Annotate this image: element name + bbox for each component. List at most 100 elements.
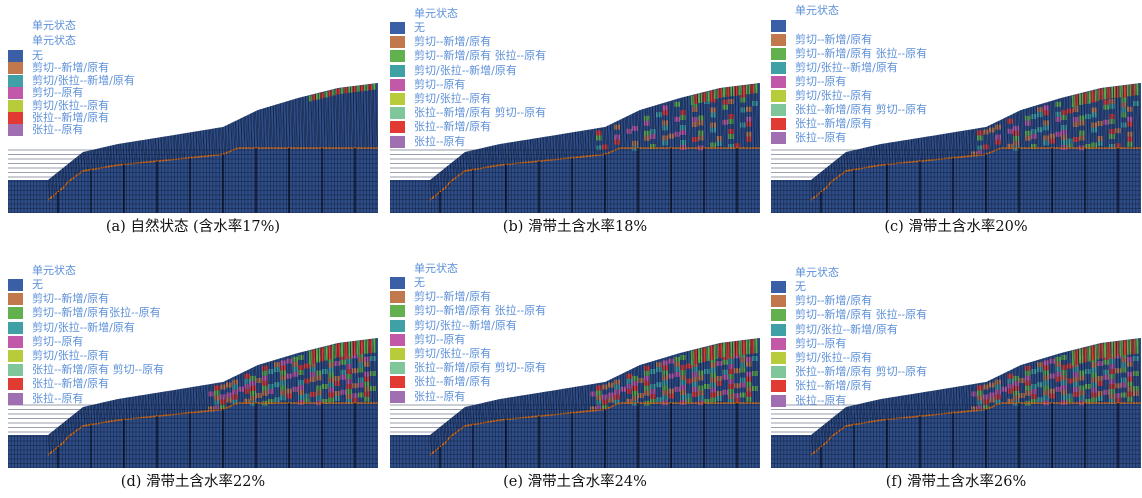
legend-item: 剪切--新增/原有 bbox=[390, 290, 620, 304]
legend-swatch bbox=[771, 380, 786, 393]
legend-item: 张拉--原有 bbox=[8, 392, 238, 405]
panel-caption: (e) 滑带土含水率24% bbox=[503, 474, 647, 490]
legend-item: 剪切--新增/原有 张拉--原有 bbox=[390, 50, 620, 63]
legend-title: 单元状态 bbox=[32, 19, 76, 32]
legend-title: 单元状态 bbox=[795, 4, 839, 17]
legend-item: 剪切--新增/原有 bbox=[390, 36, 620, 49]
legend-item: 无 bbox=[390, 22, 620, 34]
legend-label: 张拉--新增/原有 bbox=[414, 375, 492, 389]
legend-swatch bbox=[8, 293, 23, 306]
panel-b: 单元状态无剪切--新增/原有 剪切--新增/原有 张拉--原有 剪切/张拉--新增/… bbox=[390, 0, 760, 238]
legend-label: 张拉--新增/原有 bbox=[795, 379, 873, 393]
legend-item: 张拉--新增/原有 剪切--原有 bbox=[8, 363, 238, 377]
legend-title: 单元状态 bbox=[414, 7, 458, 20]
legend-swatch bbox=[390, 135, 405, 148]
legend-label: 剪切--原有 bbox=[414, 77, 466, 91]
legend-label: 剪切--新增/原有 bbox=[414, 290, 492, 304]
panel-e: 单元状态无剪切--新增/原有 剪切--新增/原有 张拉--原有 剪切/张拉--新增/… bbox=[390, 255, 760, 493]
legend-label: 张拉--新增/原有 剪切--原有 bbox=[795, 103, 928, 116]
panel-caption: (b) 滑带土含水率18% bbox=[502, 219, 648, 235]
legend-item: 无 bbox=[390, 277, 620, 289]
legend-label: 剪切--原有 bbox=[795, 336, 847, 350]
legend-swatch bbox=[8, 62, 23, 75]
panel-caption: (f) 滑带土含水率26% bbox=[885, 474, 1027, 490]
legend-label: 剪切--新增/原有 张拉--原有 bbox=[795, 47, 928, 60]
legend-label: 张拉--原有 bbox=[795, 131, 847, 144]
slope-model-figure bbox=[390, 83, 760, 213]
legend-swatch bbox=[771, 118, 786, 130]
legend-swatch bbox=[771, 281, 786, 293]
legend-item: 剪切--原有 bbox=[8, 86, 238, 100]
legend-item: 剪切/张拉--新增/原有 bbox=[771, 322, 1001, 336]
legend-label: 张拉--新增/原有 bbox=[32, 111, 110, 124]
legend-item: 剪切--新增/原有 bbox=[8, 293, 238, 306]
legend-label: 张拉--原有 bbox=[32, 123, 84, 137]
legend-item: 无 bbox=[771, 281, 1001, 293]
legend-swatch bbox=[771, 90, 786, 102]
legend-label: 无 bbox=[414, 276, 425, 289]
legend-item: 剪切/张拉--原有 bbox=[771, 90, 1001, 102]
legend-item: 张拉--新增/原有 剪切--原有 bbox=[771, 104, 1001, 116]
legend-label: 剪切/张拉--新增/原有 bbox=[795, 322, 898, 336]
legend-swatch bbox=[390, 78, 405, 91]
legend-swatch bbox=[771, 34, 786, 46]
legend-label: 张拉--新增/原有 剪切--原有 bbox=[414, 106, 547, 120]
legend-label: 张拉--新增/原有 剪切--原有 bbox=[795, 365, 928, 379]
legend-label: 剪切--新增/原有 张拉--原有 bbox=[414, 304, 547, 318]
legend-swatch bbox=[8, 112, 23, 124]
legend-swatch bbox=[771, 309, 786, 322]
legend-swatch bbox=[771, 323, 786, 336]
legend-label: 剪切/张拉--原有 bbox=[795, 89, 873, 102]
legend-item: 剪切/张拉--新增/原有 bbox=[390, 63, 620, 77]
legend-swatch bbox=[390, 319, 405, 332]
legend-label: 剪切/张拉--新增/原有 bbox=[32, 320, 135, 334]
legend-label: 剪切/张拉--新增/原有 bbox=[795, 61, 898, 74]
legend-swatch bbox=[771, 366, 786, 379]
panel-caption: (a) 自然状态 (含水率17%) bbox=[105, 219, 281, 235]
legend-item: 剪切--原有 bbox=[390, 332, 620, 346]
legend-title: 单元状态 bbox=[795, 266, 839, 279]
legend-item: 张拉--新增/原有 bbox=[390, 375, 620, 389]
legend-swatch bbox=[390, 36, 405, 49]
legend-swatch bbox=[390, 121, 405, 134]
legend-item: 剪切/张拉--原有 bbox=[8, 350, 238, 362]
legend-item: 张拉--新增/原有 bbox=[390, 121, 620, 134]
legend-item: 无 bbox=[8, 50, 238, 62]
legend-swatch bbox=[390, 348, 405, 360]
legend-label: 剪切/张拉--原有 bbox=[414, 347, 492, 360]
legend-swatch bbox=[390, 291, 405, 304]
legend-label: 剪切--新增/原有 bbox=[32, 61, 110, 75]
slope-body bbox=[771, 83, 1141, 213]
panel-d: 单元状态无剪切--新增/原有 剪切--新增/原有张拉--原有 剪切/张拉--新增/原… bbox=[8, 255, 378, 493]
legend-label: 剪切--原有 bbox=[414, 332, 466, 346]
slope-body bbox=[390, 83, 760, 213]
legend-item: 张拉--新增/原有 bbox=[8, 112, 238, 124]
legend-item: 张拉--新增/原有 剪切--原有 bbox=[390, 106, 620, 120]
legend-label: 张拉--原有 bbox=[414, 389, 466, 403]
legend-label: 张拉--新增/原有 剪切--原有 bbox=[32, 363, 165, 377]
legend-label: 剪切/张拉--原有 bbox=[414, 92, 492, 105]
legend-item: 剪切/张拉--新增/原有 bbox=[771, 62, 1001, 74]
legend-item: 张拉--新增/原有 剪切--原有 bbox=[390, 362, 620, 375]
legend-item: 张拉--新增/原有 bbox=[8, 377, 238, 391]
legend-item bbox=[771, 20, 1001, 32]
legend-item: 剪切--原有 bbox=[8, 335, 238, 348]
legend-item: 张拉--原有 bbox=[771, 132, 1001, 144]
legend-label: 剪切/张拉--新增/原有 bbox=[414, 63, 517, 77]
panel-c: 单元状态 剪切--新增/原有 剪切--新增/原有 张拉--原有 剪切/张拉--新增/原… bbox=[771, 0, 1141, 238]
legend-label: 张拉--新增/原有 bbox=[32, 377, 110, 391]
legend-swatch bbox=[390, 390, 405, 403]
legend-label: 张拉--新增/原有 bbox=[795, 117, 873, 130]
legend-swatch bbox=[771, 104, 786, 116]
legend-swatch bbox=[390, 64, 405, 77]
legend-swatch bbox=[390, 376, 405, 389]
legend-swatch bbox=[8, 74, 23, 87]
slope-model-figure bbox=[8, 338, 378, 468]
legend-label: 剪切/张拉--新增/原有 bbox=[32, 73, 135, 87]
legend-item: 张拉--原有 bbox=[390, 389, 620, 403]
legend-label: 无 bbox=[795, 280, 806, 293]
legend-swatch bbox=[771, 20, 786, 32]
legend-label: 剪切--原有 bbox=[795, 75, 847, 88]
legend-swatch bbox=[8, 50, 23, 62]
legend-label: 剪切--原有 bbox=[32, 86, 84, 100]
